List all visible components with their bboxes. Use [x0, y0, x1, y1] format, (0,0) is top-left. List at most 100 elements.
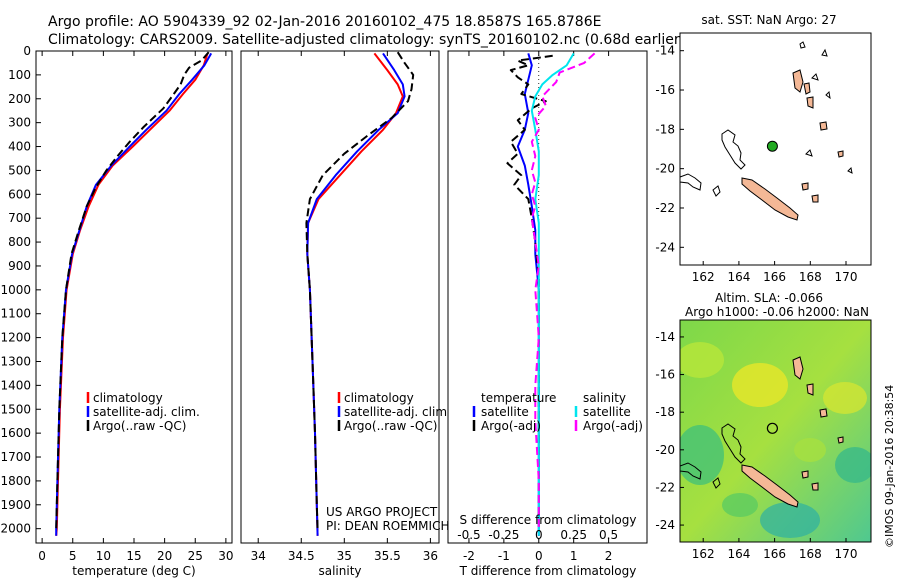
s-tick-label: 0.25 — [560, 528, 587, 542]
x-tick-label: 15 — [126, 549, 141, 563]
project-annotation-line1: US ARGO PROJECT — [326, 505, 438, 519]
legend-title-salinity: salinity — [583, 391, 626, 405]
coastline-island — [721, 129, 746, 170]
lat-tick-label: -24 — [655, 518, 675, 532]
difference-axes-frame — [447, 50, 648, 544]
sst-map-lat-axis: -14 -16 -18 -20 -22 -24 — [655, 44, 684, 254]
vanuatu-land — [806, 383, 814, 396]
legend-argo-label: Argo(..raw -QC) — [93, 419, 186, 433]
legend-title-temperature: temperature — [481, 391, 556, 405]
lon-tick-label: 164 — [727, 547, 750, 561]
lat-tick-label: -14 — [655, 44, 675, 58]
difference-legend: temperature salinity satellite Argo(-adj… — [472, 391, 643, 433]
legend-s-satellite-label: satellite — [583, 405, 631, 419]
x-tick-label: 25 — [188, 549, 203, 563]
depth-tick-label: 1100 — [0, 307, 31, 321]
depth-tick-label: 1600 — [0, 426, 31, 440]
x-tick-label: 0 — [535, 549, 543, 563]
temperature-legend: climatology satellite-adj. clim. Argo(..… — [86, 391, 200, 433]
coastline-island — [712, 477, 721, 489]
depth-tick-label: 1500 — [0, 402, 31, 416]
lat-tick-label: -22 — [655, 201, 675, 215]
legend-s-argo-label: Argo(-adj) — [583, 419, 643, 433]
series-line-t-argo-adj- — [506, 54, 553, 529]
sla-heatmap — [680, 320, 871, 542]
sla-anomaly-patch — [823, 382, 867, 414]
t-difference-xlabel: T difference from climatology — [459, 564, 637, 578]
legend-satellite-label: satellite-adj. clim. — [93, 405, 200, 419]
series-line-s-satellite — [530, 52, 575, 536]
sla-anomaly-patch — [722, 493, 758, 517]
x-tick-label: 35 — [337, 549, 352, 563]
lat-tick-label: -20 — [655, 162, 675, 176]
x-tick-label: 34 — [251, 549, 266, 563]
x-tick-label: 36 — [423, 549, 438, 563]
vanuatu-land — [803, 82, 811, 95]
depth-tick-label: 900 — [8, 259, 31, 273]
lon-tick-label: 168 — [799, 270, 822, 284]
sla-map-panel: Altim. SLA: -0.066 Argo h1000: -0.06 h20… — [655, 291, 872, 561]
series-line-s-argo-adj- — [530, 52, 596, 529]
coastline-island — [679, 173, 702, 191]
salinity-axes-frame — [240, 50, 440, 544]
lat-tick-label: -24 — [655, 240, 675, 254]
depth-tick-label: 500 — [8, 163, 31, 177]
s-tick-label: 0 — [535, 528, 543, 542]
sla-map-lon-axis: 162 164 166 168 170 — [692, 538, 857, 561]
temperature-axes-frame — [35, 50, 233, 544]
x-tick-label: 10 — [96, 549, 111, 563]
depth-tick-label: 1700 — [0, 450, 31, 464]
salinity-xlabel: salinity — [318, 564, 361, 578]
depth-tick-label: 0 — [23, 44, 31, 58]
salinity-panel: 34 34.5 35 35.5 36 climatology satellite-adj… — [240, 50, 451, 578]
x-tick-label: 5 — [69, 549, 77, 563]
island-land — [837, 436, 844, 444]
sla-anomaly-patch — [760, 502, 820, 538]
loyalty-land — [801, 470, 809, 479]
depth-tick-label: 100 — [8, 68, 31, 82]
depth-tick-label: 200 — [8, 92, 31, 106]
temperature-series — [55, 51, 213, 536]
legend-argo-label: Argo(..raw -QC) — [344, 419, 437, 433]
sla-map-lat-axis: -14 -16 -18 -20 -22 -24 — [655, 330, 684, 532]
lat-tick-label: -16 — [655, 83, 675, 97]
x-tick-label: 20 — [157, 549, 172, 563]
sla-map-coastlines — [680, 423, 746, 489]
coastline-island — [712, 185, 721, 197]
sst-map-lon-axis: 162 164 166 168 170 — [692, 261, 858, 284]
new-caledonia-land — [741, 177, 799, 221]
difference-x-axis: -2 -1 0 1 2 — [463, 51, 612, 563]
depth-tick-label: 1300 — [0, 354, 31, 368]
coastline-island — [799, 41, 853, 174]
lon-tick-label: 170 — [835, 270, 858, 284]
depth-tick-label: 1900 — [0, 498, 31, 512]
series-line-satellite-adj-clim- — [306, 52, 406, 536]
float-position-marker — [766, 140, 778, 152]
lon-tick-label: 164 — [727, 270, 750, 284]
temperature-xlabel: temperature (deg C) — [72, 564, 195, 578]
sla-anomaly-patch — [794, 438, 826, 462]
x-tick-label: -2 — [463, 549, 475, 563]
depth-tick-label: 700 — [8, 211, 31, 225]
difference-panel: -2 -1 0 1 2 temperature salinity satellite A… — [447, 50, 648, 578]
loyalty-land — [811, 482, 819, 491]
vanuatu-land — [792, 356, 804, 380]
s-tick-label: -0.25 — [488, 528, 519, 542]
salinity-legend: climatology satellite-adj. clim. Argo(..… — [337, 391, 451, 433]
sla-map-land — [741, 356, 844, 508]
figure-title-line1: Argo profile: AO 5904339_92 02-Jan-2016 … — [48, 14, 601, 30]
temperature-panel: 0100200300400500600700800900100011001200… — [0, 44, 453, 578]
lon-tick-label: 162 — [692, 547, 715, 561]
legend-t-argo-label: Argo(-adj) — [481, 419, 541, 433]
lat-tick-label: -22 — [655, 480, 675, 494]
difference-series — [506, 52, 596, 536]
sla-anomaly-patch — [680, 342, 724, 378]
sst-map-panel: sat. SST: NaN Argo: 27 162 164 166 168 170 -… — [655, 13, 872, 284]
sla-anomaly-patch — [680, 425, 724, 485]
depth-tick-label: 400 — [8, 140, 31, 154]
lat-tick-label: -14 — [655, 330, 675, 344]
depth-tick-label: 800 — [8, 235, 31, 249]
depth-tick-label: 2000 — [0, 522, 31, 536]
loyalty-land — [801, 182, 809, 191]
